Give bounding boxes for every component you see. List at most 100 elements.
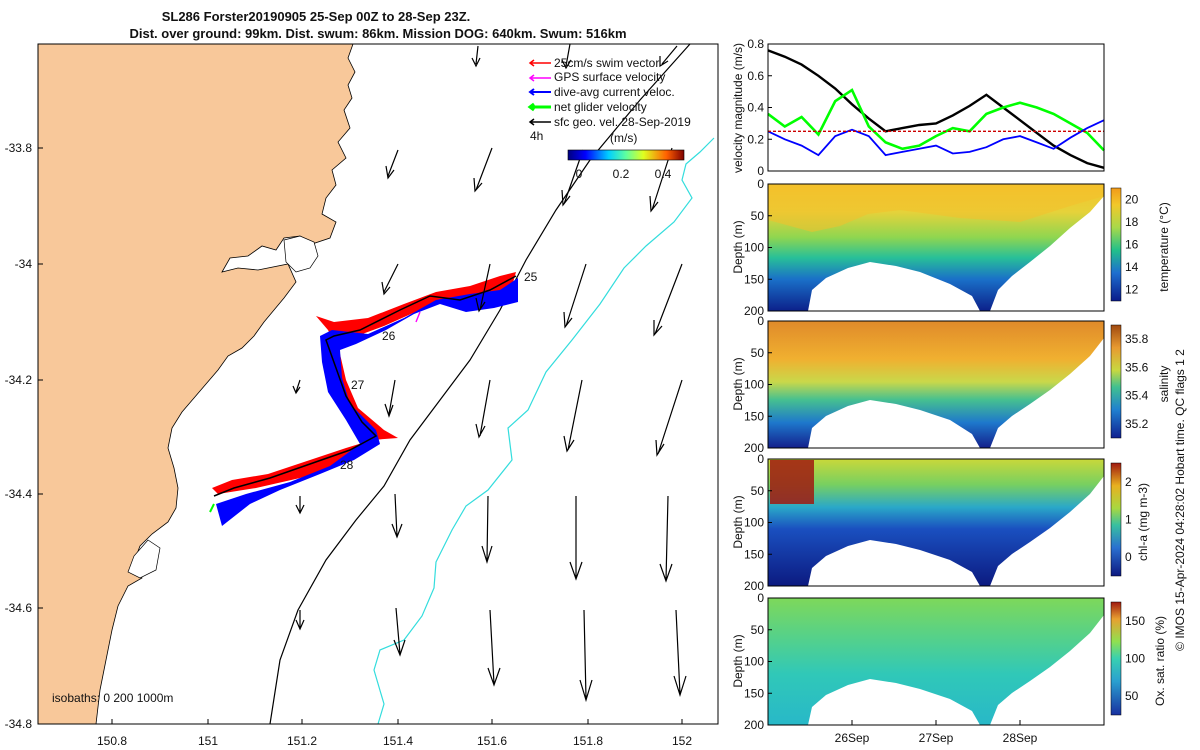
legend-net-marker (527, 102, 551, 112)
colorbar-tick-label: 150 (1125, 614, 1145, 628)
map-x-tick-label: 150.8 (97, 734, 127, 748)
oxygen-axis: 0 50 100 150 200 (744, 591, 772, 732)
map-y-tick-label: -33.8 (5, 141, 33, 155)
velocity-plot-area (768, 44, 1104, 171)
chla-axis: 0 50 100 150 200 (744, 452, 772, 593)
legend-net-label: net glider velocity (554, 100, 647, 114)
map-y-tick-label: -34 (15, 257, 33, 271)
isobath-1000m (373, 137, 715, 725)
chla-colorbar-ticks: 0 1 2 (1125, 475, 1132, 564)
map-axes: 150.8 151 151.2 151.4 151.6 151.8 152 -33.8 -34 -… (5, 141, 693, 748)
depth-tick-label: 200 (744, 718, 764, 732)
depth-tick-label: 0 (757, 591, 764, 605)
oxygen-cbar-label: Ox. sat. ratio (%) (1153, 616, 1167, 706)
salinity-colorbar (1110, 324, 1122, 439)
colorbar-tick-label: 100 (1125, 652, 1145, 666)
temperature-warm-band (768, 184, 1104, 232)
title-line-2: Dist. over ground: 99km. Dist. swum: 86k… (129, 26, 626, 41)
chla-cbar-label: chl-a (mg m-3) (1136, 483, 1150, 561)
velocity-y-tick-label: 0.6 (747, 69, 764, 83)
depth-tick-label: 150 (744, 272, 764, 286)
map-x-tick-label: 151.4 (383, 734, 413, 748)
colorbar-tick-label: 35.4 (1125, 389, 1149, 403)
sfc-geo-velocity-arrows (292, 43, 687, 703)
legend-current-marker (528, 88, 551, 96)
velocity-y-tick-label: 0.2 (747, 132, 764, 146)
colorbar-unit-label: (m/s) (610, 131, 637, 145)
temperature-colorbar (1110, 187, 1122, 302)
colorbar-tick-label: 2 (1125, 475, 1132, 489)
depth-tick-label: 200 (744, 579, 764, 593)
depth-tick-label: 0 (757, 452, 764, 466)
velocity-colorbar (567, 149, 685, 161)
isobath-200m (269, 43, 691, 725)
current-vector-swath (216, 278, 518, 526)
map-x-tick-label: 151.2 (287, 734, 317, 748)
map-x-tick-label: 151 (198, 734, 218, 748)
title-line-1: SL286 Forster20190905 25-Sep 00Z to 28-S… (162, 9, 471, 24)
velocity-y-tick-label: 0 (757, 164, 764, 178)
oxygen-colorbar (1110, 601, 1122, 716)
legend-current-label: dive-avg current veloc. (554, 85, 675, 99)
depth-tick-label: 200 (744, 441, 764, 455)
depth-tick-label: 50 (751, 623, 765, 637)
depth-tick-label: 200 (744, 304, 764, 318)
depth-tick-label: 0 (757, 177, 764, 191)
date-axis: 26Sep 27Sep 28Sep (835, 720, 1038, 745)
colorbar-tick-2: 0.4 (655, 167, 672, 181)
chla-section-fill (768, 459, 1104, 586)
net-glider-velocity-line (767, 88, 1105, 152)
salinity-section-fill (768, 321, 1104, 448)
map-y-tick-label: -34.2 (5, 373, 33, 387)
oxygen-colorbar-ticks: 50 100 150 (1125, 614, 1145, 703)
legend-swim-label: 25cm/s swim vector (554, 56, 659, 70)
map-y-tick-label: -34.4 (5, 487, 33, 501)
chla-ylabel: Depth (m) (731, 495, 745, 548)
chla-high-patch (770, 460, 814, 504)
colorbar-tick-label: 0 (1125, 550, 1132, 564)
depth-tick-label: 100 (744, 241, 764, 255)
colorbar-tick-label: 35.2 (1125, 417, 1149, 431)
lake-inlet (127, 539, 161, 579)
footer-note: © IMOS 15-Apr-2024 04:28:02 Hobart time.… (1173, 349, 1187, 651)
isobaths-label: isobaths: 0 200 1000m (52, 691, 173, 705)
legend-gps-label: GPS surface velocity (554, 70, 665, 84)
legend-gps-marker (528, 74, 551, 82)
depth-tick-label: 100 (744, 516, 764, 530)
day-label-28: 28 (340, 458, 354, 472)
date-tick-label: 27Sep (919, 731, 954, 745)
colorbar-tick-label: 20 (1125, 192, 1139, 206)
colorbar-tick-label: 35.6 (1125, 360, 1149, 374)
map-x-tick-label: 152 (672, 734, 692, 748)
depth-tick-label: 150 (744, 547, 764, 561)
glider-track (213, 275, 517, 497)
legend-geo-label: sfc geo. vel. 28-Sep-2019 (554, 115, 691, 129)
colorbar-tick-label: 14 (1125, 260, 1139, 274)
day-label-25: 25 (524, 270, 538, 284)
legend-swim-marker (528, 59, 551, 67)
salinity-colorbar-ticks: 35.2 35.4 35.6 35.8 (1125, 332, 1149, 431)
map-x-tick-label: 151.8 (573, 734, 603, 748)
depth-tick-label: 50 (751, 209, 765, 223)
colorbar-tick-label: 50 (1125, 689, 1139, 703)
velocity-y-tick-label: 0.8 (747, 37, 764, 51)
oxygen-ylabel: Depth (m) (731, 634, 745, 687)
map-y-tick-label: -34.6 (5, 601, 33, 615)
colorbar-tick-1: 0.2 (613, 167, 630, 181)
colorbar-tick-0: 0 (576, 167, 583, 181)
bay-inlet (283, 235, 319, 273)
colorbar-tick-label: 35.8 (1125, 332, 1149, 346)
velocity-y-tick-label: 0.4 (747, 101, 764, 115)
day-label-27: 27 (351, 378, 365, 392)
velocity-lines (767, 49, 1105, 169)
depth-tick-label: 150 (744, 409, 764, 423)
depth-tick-label: 0 (757, 314, 764, 328)
legend-geo-marker (528, 118, 551, 126)
temperature-panel: 0 50 100 150 200 Depth (m) 12 14 16 18 20 temper… (731, 177, 1171, 318)
velocity-panel: 0 0.2 0.4 0.6 0.8 velocity magnitude (m/s) (731, 37, 1105, 178)
oxygen-section-fill (768, 598, 1104, 725)
dive-avg-current-line (767, 119, 1105, 157)
sfc-geo-velocity-line (767, 49, 1105, 169)
